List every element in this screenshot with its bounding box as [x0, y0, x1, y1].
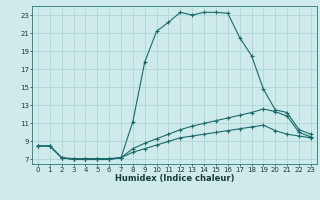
X-axis label: Humidex (Indice chaleur): Humidex (Indice chaleur) [115, 174, 234, 183]
